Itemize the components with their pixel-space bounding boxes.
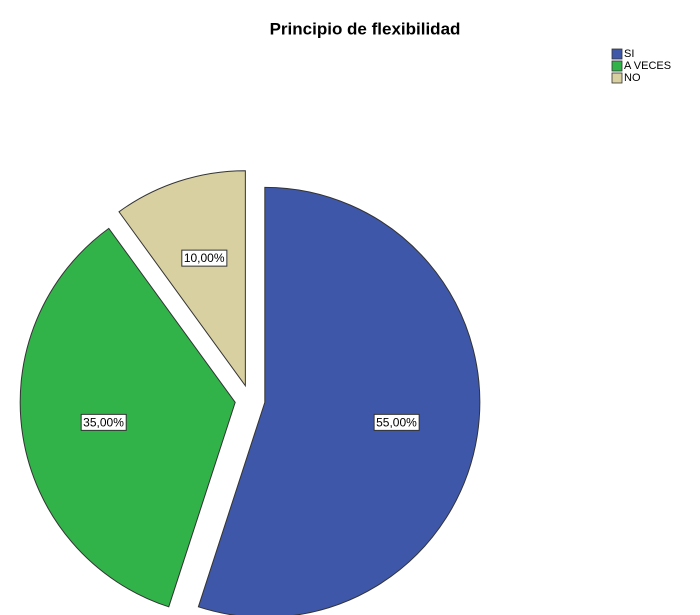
pie-slice [19,227,236,608]
value-label-box [80,413,127,431]
legend-swatch [611,60,623,72]
value-label-text: 35,00% [83,415,124,429]
value-label-box [373,413,420,431]
value-label: 10,00% [181,249,228,267]
value-label: 35,00% [80,413,127,431]
value-label: 55,00% [373,413,420,431]
value-label-text: 55,00% [376,415,417,429]
legend-label: NO [624,72,641,84]
legend-label: SI [624,48,634,60]
legend-swatch [611,48,623,60]
value-label-box [181,249,228,267]
value-label-text: 10,00% [184,251,225,265]
chart-title: Principio de flexibilidad [270,19,461,38]
pie-slice [118,170,246,388]
legend-swatch [611,72,623,84]
pie-slice [197,186,481,615]
legend-label: A VECES [624,60,671,72]
